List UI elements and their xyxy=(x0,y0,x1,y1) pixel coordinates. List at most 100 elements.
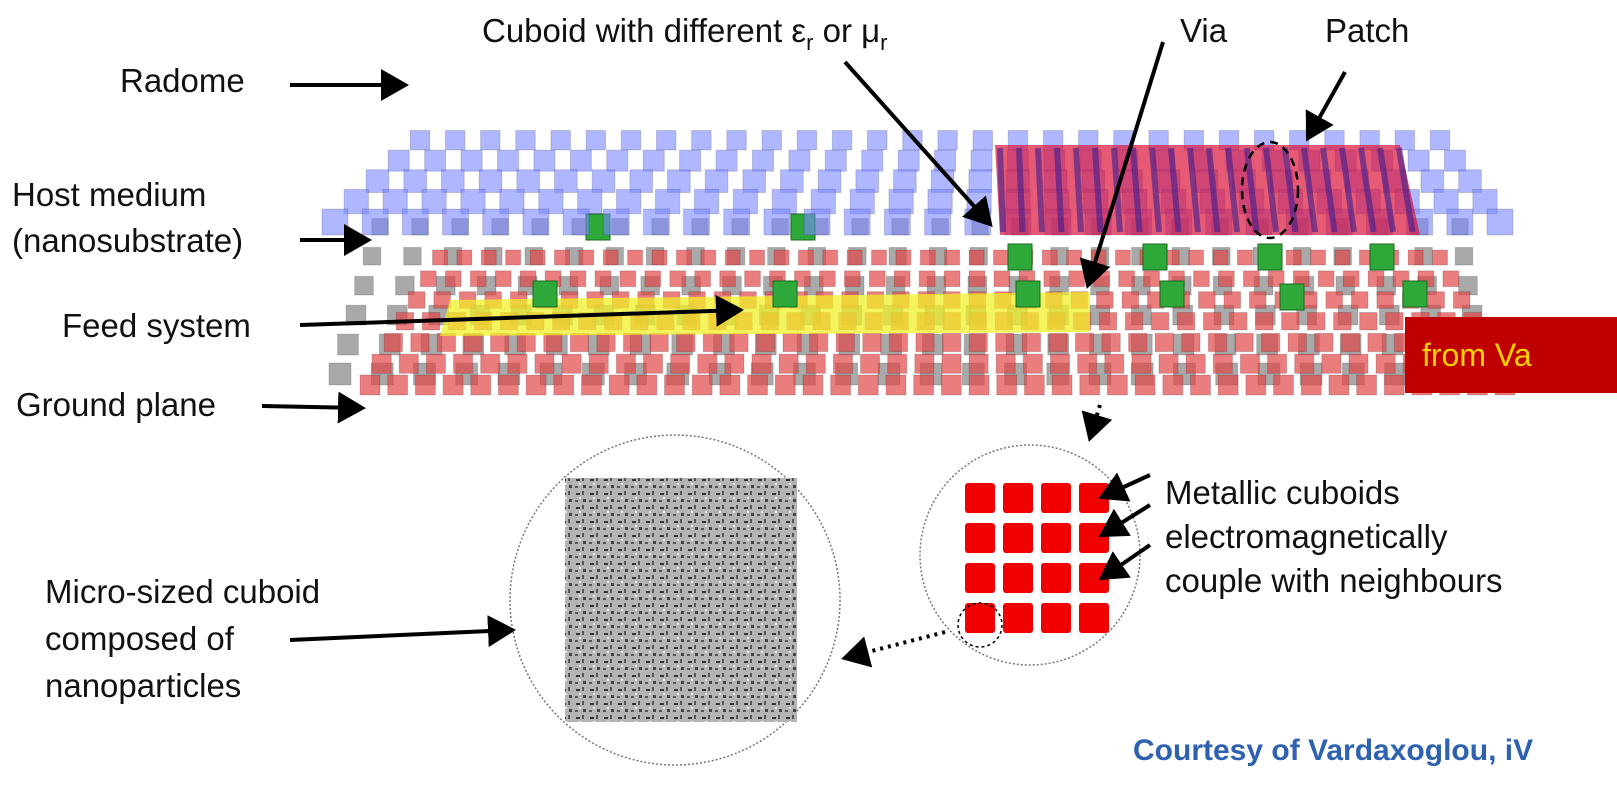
subscript: r xyxy=(880,30,887,55)
radome-cuboid xyxy=(973,131,993,151)
ground-cuboid xyxy=(695,271,711,287)
ground-cuboid xyxy=(671,354,690,373)
radome-cuboid xyxy=(534,150,555,171)
ground-cuboid xyxy=(1122,292,1139,309)
ground-cuboid xyxy=(944,271,960,287)
ground-cuboid xyxy=(798,250,813,265)
ground-cuboid xyxy=(1097,292,1114,309)
radome-cuboid xyxy=(752,150,773,171)
ground-cuboid xyxy=(677,333,695,351)
ground-cuboid xyxy=(896,250,911,265)
ground-cuboid xyxy=(969,375,989,395)
feed-label: Feed system xyxy=(62,307,251,344)
ground-cuboid xyxy=(1318,271,1334,287)
radome-cuboid xyxy=(867,131,887,151)
radome-cuboid xyxy=(727,131,747,151)
ground-cuboid xyxy=(1129,333,1147,351)
radome-cuboid xyxy=(680,150,701,171)
ground-cuboid xyxy=(1255,313,1273,331)
via-cuboid xyxy=(1160,281,1184,307)
ground-label: Ground plane xyxy=(16,386,216,423)
ground-cuboid xyxy=(1177,313,1195,331)
ground-cuboid xyxy=(720,271,736,287)
ground-cuboid xyxy=(1288,333,1306,351)
ground-cuboid xyxy=(1322,354,1341,373)
radome-cuboid xyxy=(797,131,817,151)
ground-cuboid xyxy=(847,250,862,265)
patch-stripe xyxy=(1000,148,1003,232)
radome-cuboid xyxy=(523,209,549,235)
ground-cuboid xyxy=(1135,375,1155,395)
metal-square xyxy=(1079,523,1109,553)
micro-label: Micro-sized cuboid xyxy=(45,573,320,610)
ground-cuboid xyxy=(872,250,887,265)
metal-square xyxy=(1041,603,1071,633)
ground-cuboid xyxy=(562,354,581,373)
ground-cuboid xyxy=(844,271,860,287)
ground-cuboid xyxy=(1024,375,1044,395)
ground-cuboid xyxy=(399,354,418,373)
ground-cuboid xyxy=(1190,375,1210,395)
radome-cuboid xyxy=(1487,209,1513,235)
radome-cuboid xyxy=(443,209,469,235)
ground-cuboid xyxy=(1044,271,1060,287)
radome-cuboid xyxy=(898,150,919,171)
ground-cuboid xyxy=(1050,354,1069,373)
ground-cuboid xyxy=(589,354,608,373)
ground-cuboid xyxy=(1384,375,1404,395)
metal-square xyxy=(965,523,995,553)
ground-cuboid xyxy=(1107,375,1127,395)
metal-square xyxy=(1003,483,1033,513)
ground-cuboid xyxy=(831,375,851,395)
ground-cuboid xyxy=(616,354,635,373)
ground-cuboid xyxy=(756,333,774,351)
ground-cuboid xyxy=(823,250,838,265)
radome-cuboid xyxy=(684,209,710,235)
ground-cuboid xyxy=(1119,271,1135,287)
radome-cuboid xyxy=(362,209,388,235)
ground-cuboid xyxy=(1052,375,1072,395)
ground-cuboid xyxy=(1237,250,1252,265)
radome-cuboid xyxy=(1447,209,1473,235)
radome-cuboid xyxy=(402,209,428,235)
ground-cuboid xyxy=(752,354,771,373)
ground-cuboid xyxy=(703,333,721,351)
ground-cuboid xyxy=(996,333,1014,351)
ground-cuboid xyxy=(609,375,629,395)
ground-cuboid xyxy=(434,292,451,309)
via-cuboid xyxy=(1258,244,1282,270)
arrow xyxy=(262,406,362,408)
radome-label: Radome xyxy=(120,62,245,99)
ground-cuboid xyxy=(1151,313,1169,331)
label-part: Cuboid with different ε xyxy=(482,12,806,49)
host-cuboid xyxy=(329,363,351,385)
ground-cuboid xyxy=(730,333,748,351)
ground-cuboid xyxy=(1132,354,1151,373)
arrow xyxy=(1308,72,1345,138)
ground-cuboid xyxy=(1349,354,1368,373)
ground-cuboid xyxy=(1249,292,1266,309)
via-label: Via xyxy=(1180,12,1228,49)
host-label: (nanosubstrate) xyxy=(12,222,243,259)
ground-cuboid xyxy=(620,271,636,287)
radome-cuboid xyxy=(570,150,591,171)
ground-cuboid xyxy=(1235,333,1253,351)
ground-cuboid xyxy=(941,375,961,395)
ground-cuboid xyxy=(997,375,1017,395)
ground-cuboid xyxy=(774,250,789,265)
metallic-label: couple with neighbours xyxy=(1165,562,1503,599)
radome-cuboid xyxy=(410,131,430,151)
ground-cuboid xyxy=(360,375,380,395)
via-cuboid xyxy=(1280,284,1304,310)
dotted-arrow xyxy=(845,632,945,658)
ground-cuboid xyxy=(1261,333,1279,351)
ground-cuboid xyxy=(437,333,455,351)
ground-cuboid xyxy=(1099,313,1117,331)
ground-cuboid xyxy=(498,375,518,395)
cuboid-label: Cuboid with different εr or μr xyxy=(482,12,887,55)
ground-cuboid xyxy=(1357,375,1377,395)
radome-cuboid xyxy=(322,209,348,235)
ground-cuboid xyxy=(1240,354,1259,373)
radome-cuboid xyxy=(643,209,669,235)
ground-cuboid xyxy=(415,375,435,395)
